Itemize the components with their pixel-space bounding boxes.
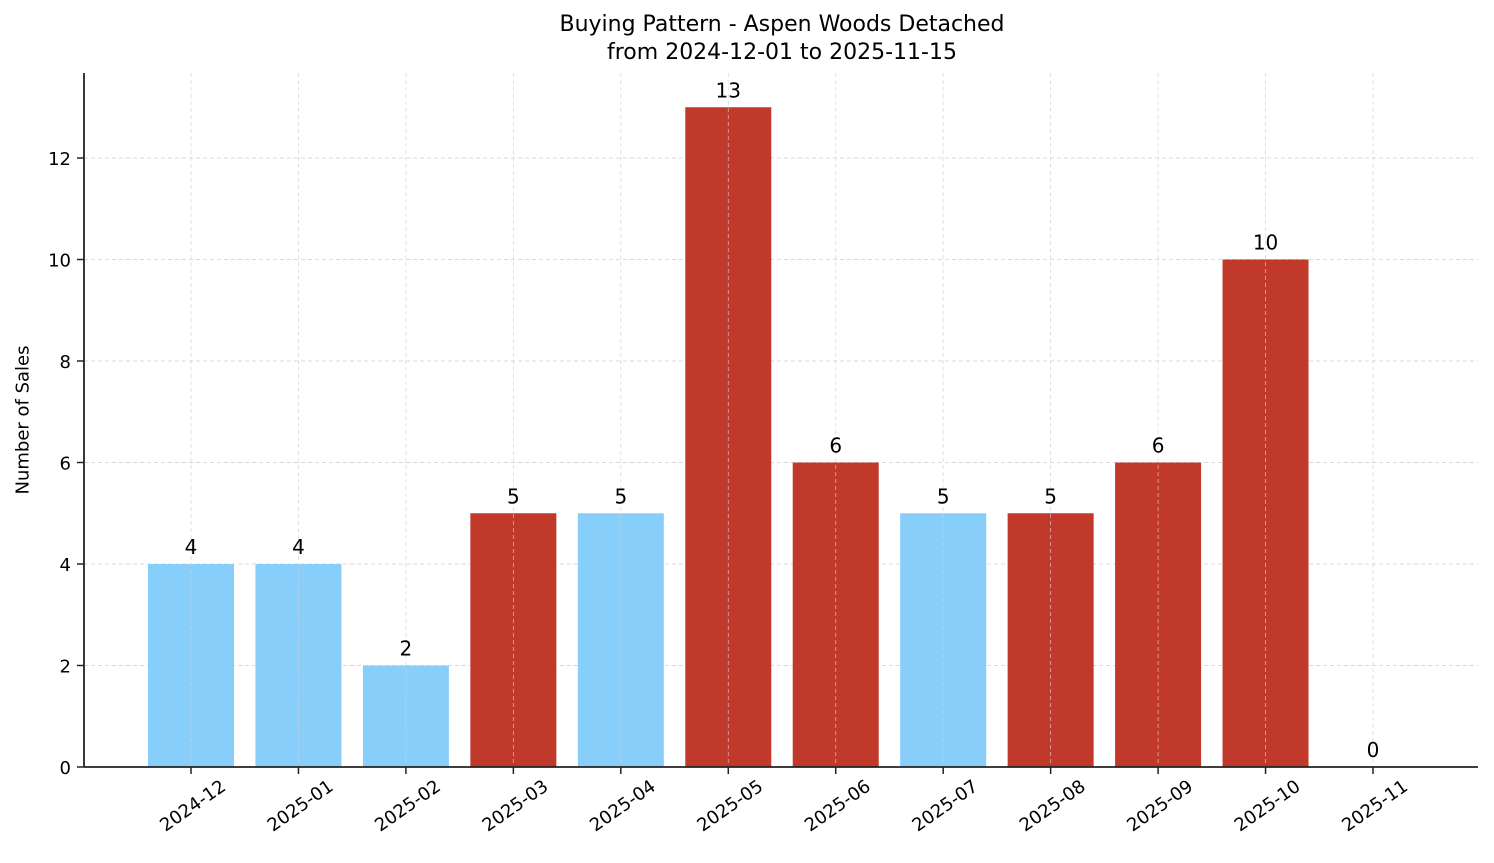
y-tick-label: 8 xyxy=(60,352,71,373)
x-tick-label: 2025-05 xyxy=(693,776,767,836)
chart-title-main: Buying Pattern - Aspen Woods Detached xyxy=(559,12,1005,37)
vertical-grid-lines xyxy=(190,73,1374,767)
x-tick-label: 2024-12 xyxy=(156,776,230,836)
data-label: 6 xyxy=(829,434,842,458)
x-tick-label: 2025-01 xyxy=(264,776,338,836)
x-tick-label: 2025-08 xyxy=(1016,776,1090,836)
data-label: 4 xyxy=(185,535,198,559)
x-tick-label: 2025-09 xyxy=(1123,776,1197,836)
y-tick-label: 2 xyxy=(60,657,71,678)
y-tick-label: 12 xyxy=(48,149,71,170)
data-label: 5 xyxy=(937,484,950,508)
y-tick-label: 0 xyxy=(60,758,71,779)
y-tick-label: 10 xyxy=(48,251,71,272)
data-label: 5 xyxy=(1044,484,1057,508)
x-tick-label: 2025-03 xyxy=(479,776,553,836)
data-label: 5 xyxy=(614,484,627,508)
x-tick-label: 2025-02 xyxy=(371,776,445,836)
x-axis-ticks: 2024-12 2025-01 2025-02 2025-03 2025-04 2025-… xyxy=(156,767,1412,836)
axes xyxy=(83,73,1478,768)
x-tick-label: 2025-07 xyxy=(908,776,982,836)
chart-subtitle: from 2024-12-01 to 2025-11-15 xyxy=(607,40,957,65)
data-label: 5 xyxy=(507,484,520,508)
y-axis-ticks: 0 2 4 6 8 10 12 xyxy=(48,149,84,779)
y-tick-label: 6 xyxy=(60,454,71,475)
x-tick-label: 2025-06 xyxy=(801,776,875,836)
bar-2025-02 xyxy=(362,665,449,767)
data-label: 4 xyxy=(292,535,305,559)
chart-title: Buying Pattern - Aspen Woods Detached fr… xyxy=(0,11,1494,67)
x-tick-label: 2025-04 xyxy=(586,776,660,836)
y-tick-label: 4 xyxy=(60,555,71,576)
data-label: 6 xyxy=(1152,434,1165,458)
data-label: 2 xyxy=(400,637,413,661)
data-label: 10 xyxy=(1253,231,1278,255)
data-label: 0 xyxy=(1367,738,1380,762)
x-tick-label: 2025-10 xyxy=(1231,776,1305,836)
data-labels: 4 4 2 5 5 13 6 5 5 6 10 0 xyxy=(185,78,1380,762)
x-tick-label: 2025-11 xyxy=(1338,776,1412,836)
bars xyxy=(148,107,1309,767)
data-label: 13 xyxy=(716,78,741,102)
